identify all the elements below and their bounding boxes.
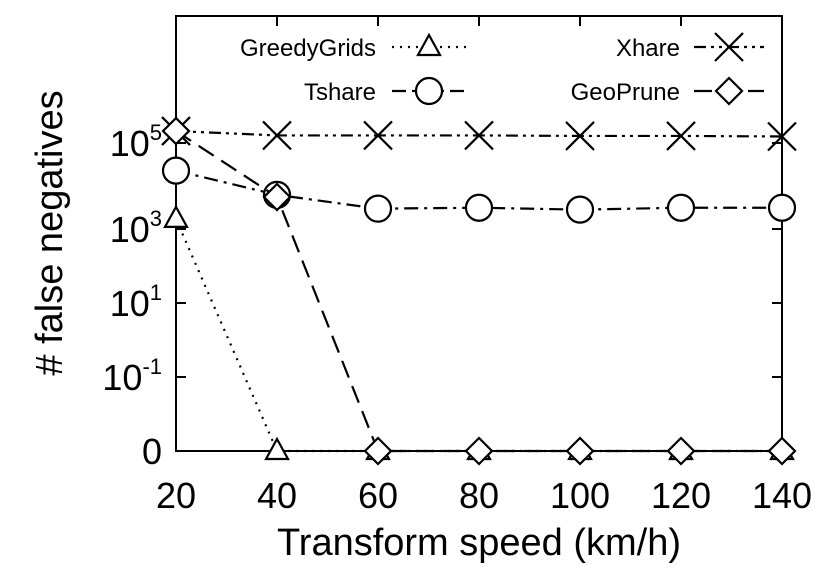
legend-label-greedygrids: GreedyGrids	[240, 35, 376, 62]
point-xhare	[666, 121, 696, 151]
point-xhare	[767, 121, 797, 152]
legend-label-tshare: Tshare	[304, 79, 376, 106]
x-axis-title: Transform speed (km/h)	[277, 522, 681, 564]
point-tshare	[161, 156, 191, 185]
x-marker-stroke	[714, 32, 744, 62]
point-greedygrids	[264, 436, 290, 461]
point-geoprune	[161, 116, 191, 146]
point-tshare	[565, 195, 595, 224]
x-tick-label: 140	[752, 475, 812, 516]
x-marker-stroke	[767, 121, 797, 152]
point-geoprune	[262, 182, 292, 212]
y-tick-label: 103	[110, 206, 162, 250]
x-tick-label: 80	[459, 475, 499, 516]
legend-marker-geoprune	[714, 76, 744, 106]
y-ticks: 0 10-1 101 103 105	[102, 120, 782, 472]
series-xhare	[161, 116, 797, 152]
x-marker-stroke	[464, 120, 494, 151]
x-marker-stroke	[262, 120, 292, 151]
x-tick-label: 60	[358, 475, 398, 516]
y-tick-label: 10-1	[102, 354, 162, 398]
point-xhare	[363, 120, 393, 151]
legend-label-xhare: Xhare	[616, 35, 680, 62]
legend-label-geoprune: GeoPrune	[571, 79, 680, 106]
point-tshare	[464, 193, 494, 222]
point-geoprune	[565, 436, 595, 466]
x-tick-label: 20	[156, 475, 196, 516]
point-xhare	[565, 121, 595, 151]
plot-frame	[175, 15, 783, 452]
series-greedygrids	[163, 204, 795, 461]
y-tick-label: 0	[142, 431, 162, 472]
series-line-greedygrids	[174, 218, 782, 453]
point-geoprune	[767, 436, 797, 466]
point-tshare	[666, 193, 696, 222]
point-greedygrids	[163, 204, 189, 228]
series-tshare	[161, 156, 797, 224]
legend-marker-tshare	[414, 76, 444, 106]
x-ticks: 20 40 60 80 100 120 140	[156, 16, 812, 516]
x-marker-stroke	[565, 121, 595, 151]
x-marker-stroke	[666, 121, 696, 151]
series-geoprune	[161, 116, 797, 466]
legend-marker-greedygrids	[416, 32, 442, 57]
x-tick-label: 40	[257, 475, 297, 516]
series-layer	[161, 116, 797, 466]
y-tick-label: 105	[110, 120, 162, 164]
point-tshare	[767, 193, 797, 222]
x-tick-label: 100	[550, 475, 610, 516]
point-geoprune	[363, 436, 393, 466]
point-xhare	[464, 120, 494, 151]
y-tick-label: 101	[110, 280, 162, 324]
series-line-geoprune	[175, 130, 782, 453]
y-axis-title: # false negatives	[29, 90, 71, 375]
x-tick-label: 120	[651, 475, 711, 516]
point-xhare	[262, 120, 292, 151]
legend: GreedyGrids Tshare Xhare GeoPrune	[240, 32, 764, 106]
point-geoprune	[464, 436, 494, 466]
legend-marker-xhare	[714, 32, 744, 62]
point-geoprune	[666, 436, 696, 466]
point-tshare	[363, 194, 393, 223]
x-marker-stroke	[363, 120, 393, 151]
